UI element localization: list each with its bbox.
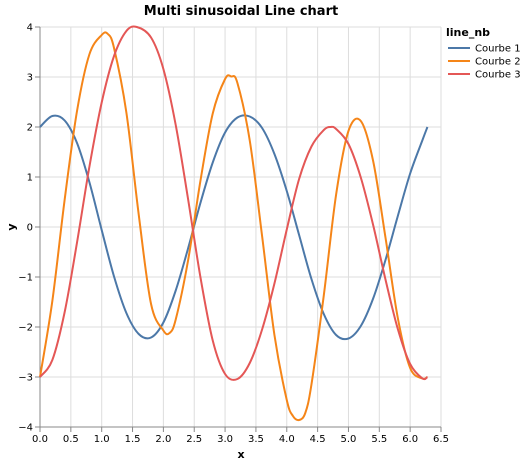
y-tick-label: −4 <box>18 423 33 434</box>
series-lines <box>39 25 429 422</box>
y-tick-label: 3 <box>27 73 33 84</box>
series-line-courbe-2 <box>39 31 428 422</box>
x-tick-label: 3.0 <box>217 434 233 445</box>
x-tick-label: 5.5 <box>371 434 387 445</box>
y-tick-label: −3 <box>18 373 33 384</box>
legend-label-courbe-3: Courbe 3 <box>475 70 521 81</box>
x-tick-label: 3.5 <box>248 434 264 445</box>
y-tick-label: −2 <box>18 323 33 334</box>
x-tick-label: 5.0 <box>341 434 357 445</box>
x-tick-label: 0.5 <box>63 434 79 445</box>
legend-title: line_nb <box>446 26 490 39</box>
y-tick-label: 2 <box>27 123 33 134</box>
x-tick-label: 1.5 <box>125 434 141 445</box>
legend-label-courbe-1: Courbe 1 <box>475 44 521 55</box>
y-tick-label: 4 <box>27 23 33 34</box>
x-tick-label: 1.0 <box>94 434 110 445</box>
y-axis-ticks: −4 −3 −2 −1 0 1 2 3 4 <box>18 23 40 434</box>
x-tick-label: 6.5 <box>433 434 449 445</box>
x-tick-label: 0.0 <box>32 434 48 445</box>
series-line-courbe-1 <box>39 114 429 341</box>
legend-label-courbe-2: Courbe 2 <box>475 57 521 68</box>
x-tick-label: 6.0 <box>402 434 418 445</box>
series-line-courbe-3 <box>39 25 428 381</box>
y-tick-label: 1 <box>27 173 33 184</box>
y-tick-label: −1 <box>18 273 33 284</box>
x-axis-ticks: 0.0 0.5 1.0 1.5 2.0 2.5 3.0 3.5 4.0 4.5 5.0 5.5 6.0 6… <box>32 427 449 445</box>
y-tick-label: 0 <box>27 223 33 234</box>
y-axis-title: y <box>5 223 18 230</box>
x-tick-label: 2.5 <box>186 434 202 445</box>
legend: line_nb Courbe 1 Courbe 2 Courbe 3 <box>446 26 521 81</box>
x-tick-label: 4.5 <box>310 434 326 445</box>
chart-title: Multi sinusoidal Line chart <box>144 4 338 19</box>
x-tick-label: 2.0 <box>155 434 171 445</box>
x-tick-label: 4.0 <box>279 434 295 445</box>
x-axis-title: x <box>237 448 244 461</box>
